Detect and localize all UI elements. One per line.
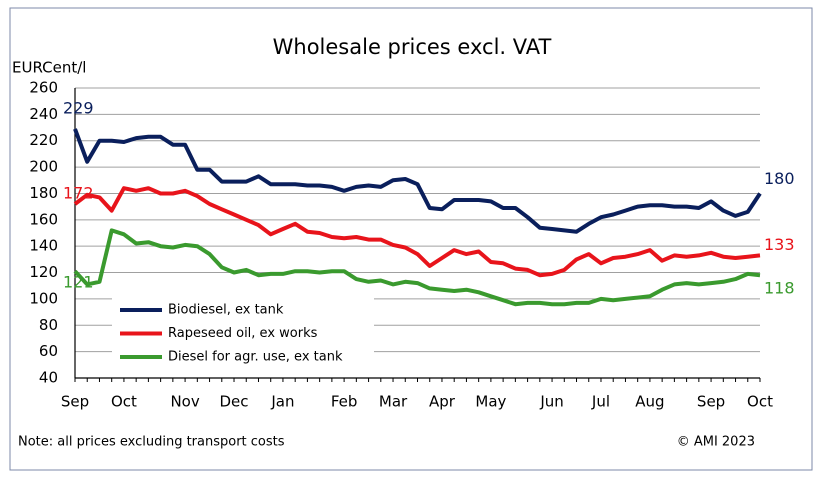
y-tick-label: 220 [29,131,58,149]
legend-label: Diesel for agr. use, ex tank [168,350,343,365]
legend-label: Biodiesel, ex tank [168,303,284,318]
data-label: 180 [764,169,795,188]
y-axis-label: EURCent/l [12,59,86,77]
source: © AMI 2023 [677,435,755,450]
x-tick-label: Jan [270,393,294,411]
note: Note: all prices excluding transport cos… [18,435,285,450]
data-label: 121 [63,273,94,292]
x-tick-label: Apr [429,393,456,411]
y-tick-label: 120 [29,263,58,281]
y-tick-label: 80 [39,316,58,334]
x-tick-label: May [475,393,506,411]
series-line [73,128,762,234]
y-tick-label: 100 [29,289,58,307]
y-tick-label: 200 [29,158,58,176]
data-label: 172 [63,184,94,203]
series-line [73,228,761,307]
x-tick-label: Feb [331,393,358,411]
x-tick-label: Jun [539,393,563,411]
y-tick-label: 160 [29,210,58,228]
x-tick-label: Mar [379,393,408,411]
legend-label: Rapeseed oil, ex works [168,326,318,341]
x-tick-label: Aug [635,393,664,411]
frame [9,7,813,471]
x-tick-label: Oct [747,393,773,411]
x-tick-label: Sep [697,393,725,411]
y-tick-label: 240 [29,105,58,123]
x-tick-label: Nov [170,393,199,411]
x-tick-label: Oct [111,393,137,411]
data-label: 118 [764,279,795,298]
chart-title: Wholesale prices excl. VAT [273,35,552,59]
series-line [73,186,761,278]
y-tick-label: 60 [39,342,58,360]
y-tick-label: 260 [29,79,58,97]
y-tick-label: 40 [39,369,58,387]
y-tick-label: 180 [29,184,58,202]
data-label: 133 [764,235,795,254]
data-label: 229 [63,98,94,117]
x-tick-label: Jul [591,393,610,411]
x-tick-label: Dec [220,393,249,411]
y-tick-label: 140 [29,237,58,255]
x-tick-label: Sep [61,393,89,411]
